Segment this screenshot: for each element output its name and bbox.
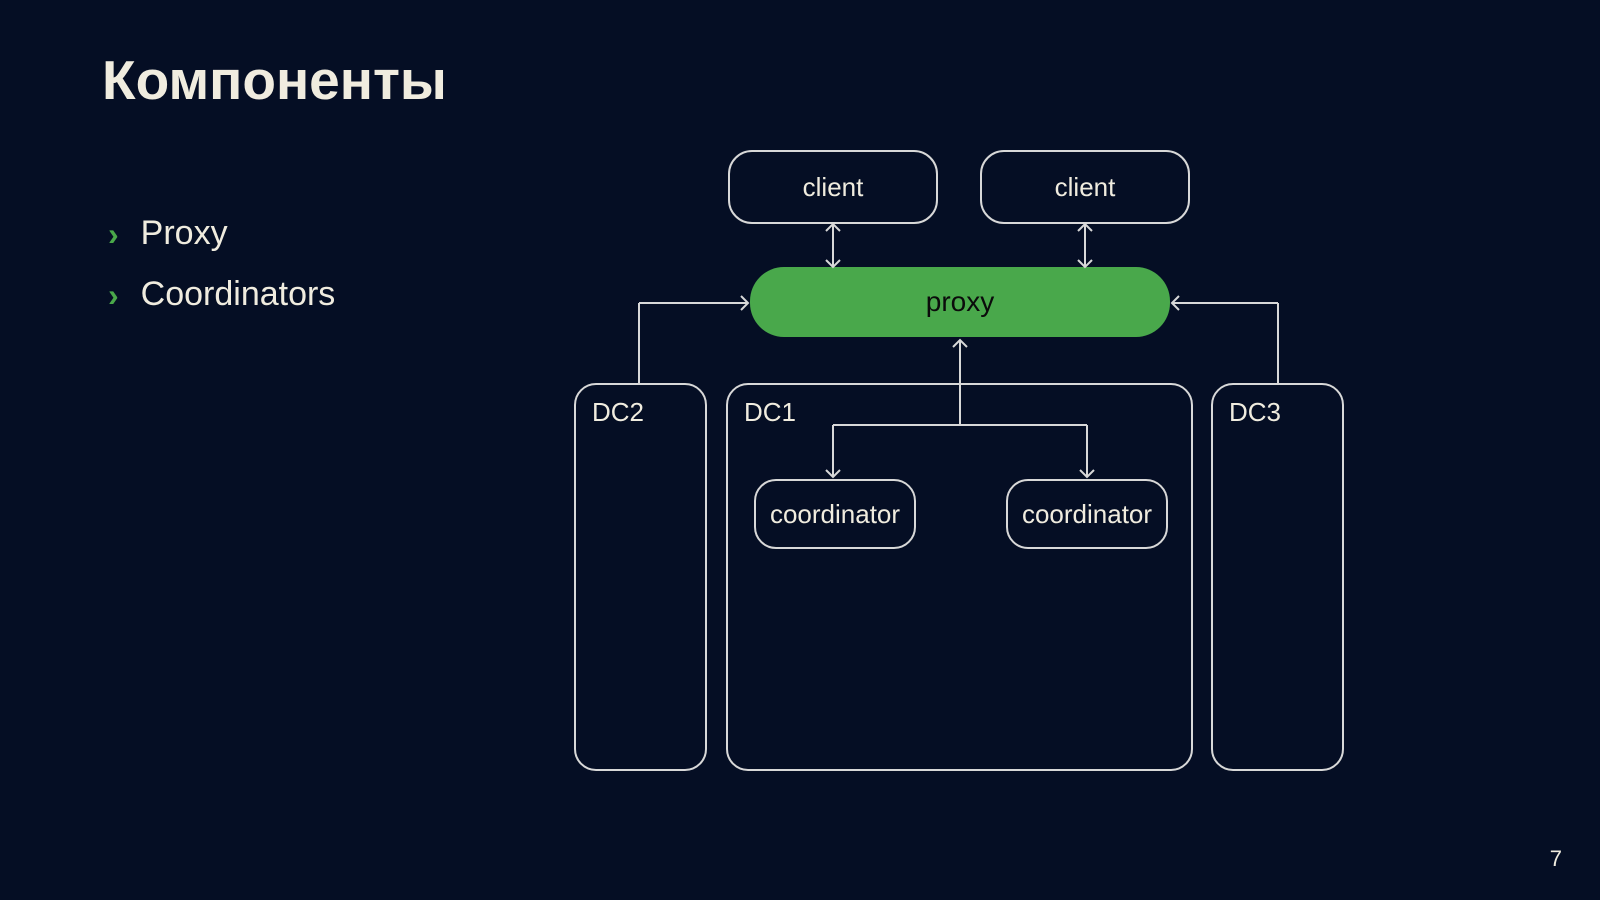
- proxy-node: proxy: [750, 267, 1170, 337]
- node-label: client: [1055, 172, 1116, 203]
- node-label: coordinator: [1022, 499, 1152, 530]
- dc3-container: DC3: [1211, 383, 1344, 771]
- page-number: 7: [1550, 846, 1562, 872]
- slide: Компоненты › Proxy › Coordinators client…: [0, 0, 1600, 900]
- coordinator-node: coordinator: [754, 479, 916, 549]
- node-label: coordinator: [770, 499, 900, 530]
- client-node: client: [728, 150, 938, 224]
- client-node: client: [980, 150, 1190, 224]
- coordinator-node: coordinator: [1006, 479, 1168, 549]
- node-label: client: [803, 172, 864, 203]
- node-label: proxy: [926, 286, 994, 318]
- node-label: DC3: [1229, 397, 1281, 428]
- node-label: DC2: [592, 397, 644, 428]
- node-label: DC1: [744, 397, 796, 428]
- dc1-container: DC1: [726, 383, 1193, 771]
- dc2-container: DC2: [574, 383, 707, 771]
- architecture-diagram: client client proxy DC2 DC1 DC3 coordina…: [0, 0, 1600, 900]
